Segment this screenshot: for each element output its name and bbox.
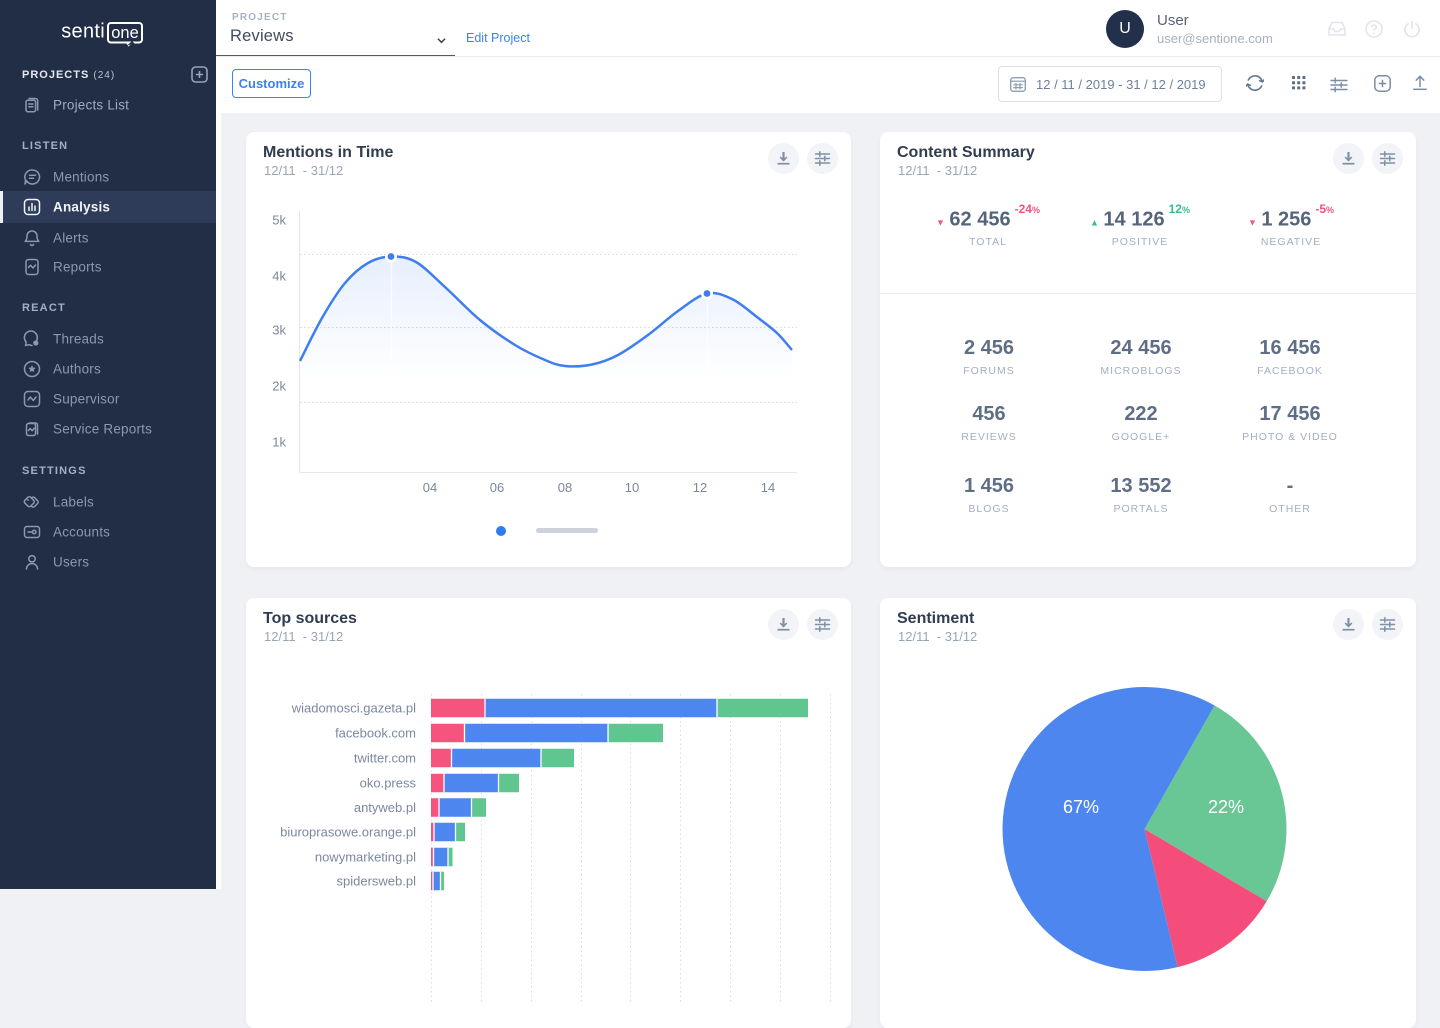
- svg-text:wiadomosci.gazeta.pl: wiadomosci.gazeta.pl: [291, 701, 416, 716]
- svg-text:one: one: [111, 24, 139, 42]
- svg-text:nowymarketing.pl: nowymarketing.pl: [315, 850, 416, 865]
- svg-text:04: 04: [423, 480, 437, 495]
- svg-text:4k: 4k: [272, 269, 286, 284]
- svg-text:senti: senti: [61, 21, 105, 43]
- svg-text:14: 14: [761, 480, 775, 495]
- svg-text:oko.press: oko.press: [360, 776, 417, 791]
- svg-text:12: 12: [693, 480, 707, 495]
- svg-text:1k: 1k: [272, 435, 286, 450]
- svg-text:antyweb.pl: antyweb.pl: [354, 800, 416, 815]
- svg-text:facebook.com: facebook.com: [335, 726, 416, 741]
- svg-text:2k: 2k: [272, 379, 286, 394]
- svg-text:22%: 22%: [1208, 797, 1244, 817]
- svg-text:08: 08: [558, 480, 572, 495]
- svg-text:biuroprasowe.orange.pl: biuroprasowe.orange.pl: [280, 825, 416, 840]
- svg-text:spidersweb.pl: spidersweb.pl: [337, 874, 417, 889]
- svg-text:twitter.com: twitter.com: [354, 751, 416, 766]
- svg-text:3k: 3k: [272, 323, 286, 338]
- svg-text:67%: 67%: [1063, 797, 1099, 817]
- svg-text:5k: 5k: [272, 213, 286, 228]
- svg-text:06: 06: [490, 480, 504, 495]
- svg-text:10: 10: [625, 480, 639, 495]
